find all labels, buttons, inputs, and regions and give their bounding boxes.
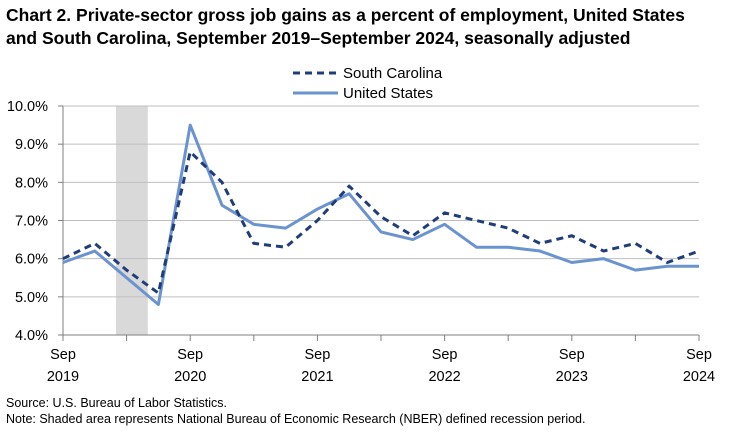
x-tick-label-month: Sep <box>432 347 458 363</box>
x-tick-label-year: 2024 <box>683 369 715 385</box>
legend-label: United States <box>343 85 433 102</box>
x-tick-label-year: 2023 <box>556 369 588 385</box>
x-tick-label-year: 2020 <box>174 369 206 385</box>
y-tick-label: 7.0% <box>15 214 48 230</box>
legend-label: South Carolina <box>343 65 443 82</box>
chart-title-line-1: Chart 2. Private-sector gross job gains … <box>6 5 685 25</box>
footnotes: Source: U.S. Bureau of Labor Statistics.… <box>6 396 585 427</box>
x-tick-label-month: Sep <box>177 347 203 363</box>
axes: 4.0% 5.0% 6.0% 7.0% 8.0% 9.0% 10.0% Sep 2019 Sep 2… <box>7 99 715 385</box>
gridlines <box>63 105 699 298</box>
series-line-south-carolina <box>62 150 700 295</box>
source-note: Source: U.S. Bureau of Labor Statistics. <box>6 396 227 410</box>
chart-title: Chart 2. Private-sector gross job gains … <box>6 4 726 50</box>
x-tick-label-month: Sep <box>50 347 76 363</box>
y-tick-label: 4.0% <box>15 328 48 344</box>
recession-note: Note: Shaded area represents National Bu… <box>6 411 586 426</box>
x-tick-label-year: 2021 <box>301 369 333 385</box>
x-tick-label-year: 2022 <box>428 369 460 385</box>
y-tick-label: 5.0% <box>15 290 48 306</box>
chart-title-line-2: and South Carolina, September 2019–Septe… <box>6 28 631 48</box>
y-tick-label: 8.0% <box>15 175 48 191</box>
legend: South Carolina United States <box>293 65 443 102</box>
x-tick-label-month: Sep <box>304 347 330 363</box>
y-tick-label: 10.0% <box>7 99 48 115</box>
x-tick-label-year: 2019 <box>47 369 79 385</box>
x-tick-label-month: Sep <box>559 347 585 363</box>
y-tick-label: 9.0% <box>15 137 48 153</box>
y-tick-label: 6.0% <box>15 252 48 268</box>
series-line-united-states <box>62 123 699 306</box>
series-lines <box>62 123 700 306</box>
x-tick-label-month: Sep <box>686 347 712 363</box>
